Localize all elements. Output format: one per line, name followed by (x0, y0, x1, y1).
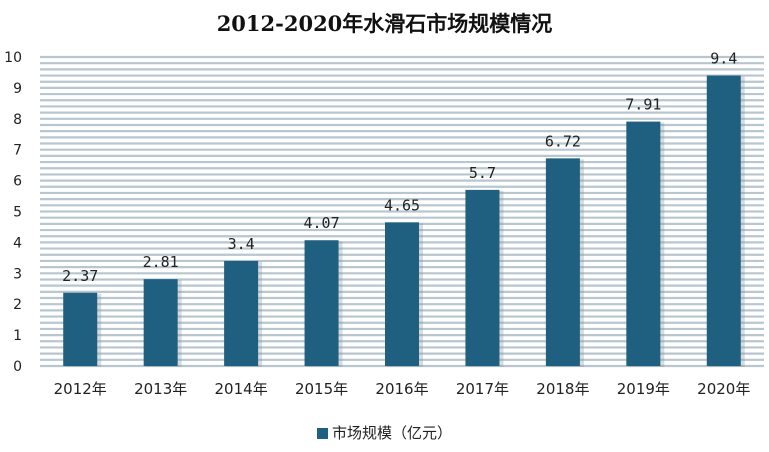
x-tick-label: 2017年 (456, 380, 509, 398)
bar (706, 75, 741, 366)
y-tick-label: 6 (13, 174, 22, 190)
bar (465, 189, 500, 366)
y-tick-label: 0 (13, 359, 22, 375)
bar (63, 292, 98, 366)
x-tick-label: 2015年 (295, 380, 348, 398)
bar (385, 222, 419, 366)
data-label: 4.07 (303, 214, 339, 232)
bar (545, 158, 580, 366)
x-tick-label: 2018年 (536, 380, 589, 398)
bar (304, 240, 339, 366)
bar (224, 260, 259, 366)
y-tick-label: 7 (13, 143, 22, 159)
data-label: 3.4 (228, 235, 255, 253)
x-tick-label: 2016年 (375, 380, 428, 398)
y-tick-label: 5 (13, 205, 22, 221)
data-label: 2.37 (62, 267, 98, 285)
bar (626, 121, 661, 367)
data-label: 9.4 (710, 50, 737, 68)
y-tick-label: 2 (13, 297, 22, 313)
data-label: 5.7 (469, 164, 496, 182)
y-tick-label: 1 (13, 328, 22, 344)
x-tick-label: 2014年 (215, 380, 268, 398)
legend-label: 市场规模（亿元） (331, 424, 452, 442)
y-tick-label: 9 (13, 81, 22, 97)
y-tick-label: 3 (13, 266, 22, 282)
y-tick-label: 10 (4, 50, 22, 66)
data-label: 2.81 (143, 253, 179, 271)
chart-title: 2012-2020年水滑石市场规模情况 (216, 11, 553, 36)
x-tick-label: 2013年 (134, 380, 187, 398)
x-tick-label: 2020年 (697, 380, 750, 398)
data-label: 4.65 (384, 196, 420, 214)
x-tick-label: 2019年 (617, 380, 670, 398)
y-tick-label: 4 (13, 235, 22, 251)
data-label: 6.72 (545, 132, 581, 150)
bar (143, 279, 178, 366)
y-tick-label: 8 (13, 112, 22, 128)
data-label: 7.91 (625, 96, 661, 114)
x-tick-label: 2012年 (54, 380, 107, 398)
legend: 市场规模（亿元） (0, 422, 769, 443)
legend-swatch (316, 428, 328, 439)
